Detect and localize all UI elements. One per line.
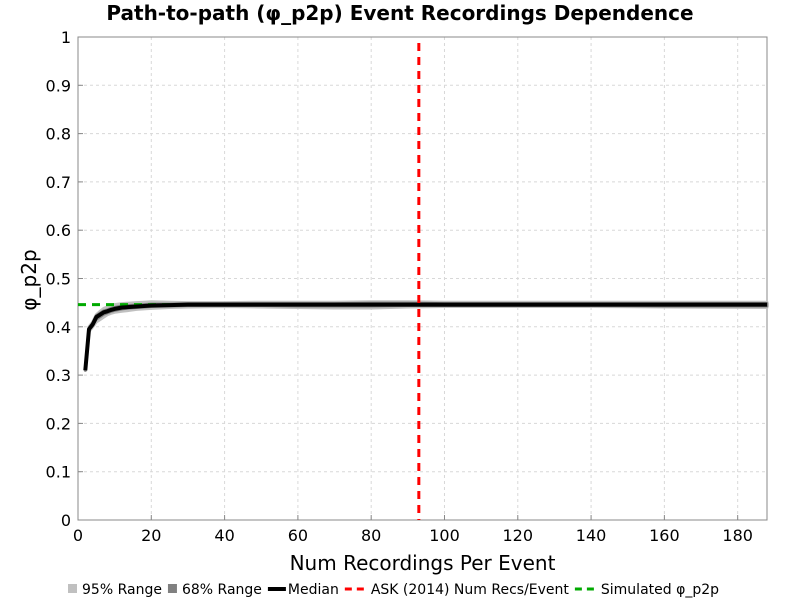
legend-label: ASK (2014) Num Recs/Event [371, 582, 570, 598]
95-range-band [83, 300, 769, 372]
x-tick-label: 160 [649, 526, 680, 545]
legend-label: 95% Range [82, 582, 162, 598]
y-tick-label: 0.9 [46, 76, 71, 95]
legend-item-68-range: 68% Range [167, 582, 262, 598]
y-tick-label: 0 [61, 511, 71, 530]
median-line [83, 302, 767, 371]
axis-ticks: 0 20 40 60 80 100 120 140 160 180 0 0.1 0.2 0.3 0.4 0.5… [46, 28, 753, 545]
x-tick-label: 180 [722, 526, 753, 545]
x-axis-label: Num Recordings Per Event [290, 551, 556, 575]
y-tick-label: 0.5 [46, 270, 71, 289]
legend-swatch [167, 584, 177, 593]
y-tick-label: 0.6 [46, 221, 71, 240]
y-tick-label: 0.2 [46, 414, 71, 433]
x-tick-label: 60 [288, 526, 308, 545]
legend-label: Simulated φ_p2p [601, 582, 719, 598]
y-tick-label: 0.8 [46, 125, 71, 144]
y-tick-label: 1 [61, 28, 71, 47]
x-tick-label: 100 [429, 526, 460, 545]
legend-label: 68% Range [182, 582, 262, 598]
legend-item-95-range: 95% Range [68, 582, 162, 598]
legend-swatch [68, 584, 77, 593]
legend: 95% Range 68% Range Median ASK (2014) Num R… [68, 582, 719, 598]
y-tick-label: 0.3 [46, 366, 71, 385]
y-tick-label: 0.4 [46, 318, 71, 337]
chart-title: Path-to-path (φ_p2p) Event Recordings De… [106, 1, 693, 25]
x-tick-label: 0 [73, 526, 83, 545]
grid [78, 37, 767, 520]
x-tick-label: 120 [503, 526, 534, 545]
y-tick-label: 0.1 [46, 463, 71, 482]
x-tick-label: 40 [214, 526, 234, 545]
y-axis-label: φ_p2p [17, 249, 41, 310]
legend-item-median: Median [267, 582, 339, 598]
y-tick-label: 0.7 [46, 173, 71, 192]
data-lines [78, 43, 767, 520]
range-bands [83, 300, 769, 372]
x-tick-label: 20 [141, 526, 161, 545]
legend-item-ask-2014-num-recs-event: ASK (2014) Num Recs/Event [344, 582, 570, 598]
legend-item-simulated-p2p: Simulated φ_p2p [574, 582, 719, 598]
x-tick-label: 140 [576, 526, 607, 545]
x-tick-label: 80 [361, 526, 381, 545]
legend-label: Median [288, 582, 339, 598]
